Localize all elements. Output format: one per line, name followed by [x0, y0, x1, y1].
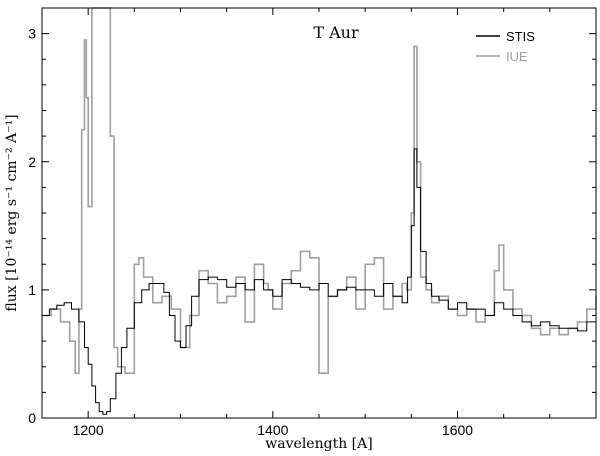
y-tick-label: 2 — [28, 154, 36, 170]
y-tick-label: 0 — [28, 410, 36, 426]
legend: STIS IUE — [476, 29, 535, 64]
y-tick-label: 3 — [28, 26, 36, 42]
x-tick-label: 1600 — [442, 422, 473, 438]
x-axis-label: wavelength [A] — [265, 436, 372, 452]
chart-title: T Aur — [313, 23, 359, 42]
series-line-stis — [42, 148, 597, 415]
legend-label-stis: STIS — [506, 29, 535, 44]
legend-label-iue: IUE — [506, 49, 528, 64]
y-tick-label: 1 — [28, 282, 36, 298]
tick-layer: 1200 1400 1600 0 1 2 3 — [28, 7, 597, 438]
y-axis-label: flux [10⁻¹⁴ erg s⁻¹ cm⁻² A⁻¹] — [4, 114, 20, 311]
x-tick-label: 1200 — [73, 422, 104, 438]
x-tick-label: 1400 — [257, 422, 288, 438]
